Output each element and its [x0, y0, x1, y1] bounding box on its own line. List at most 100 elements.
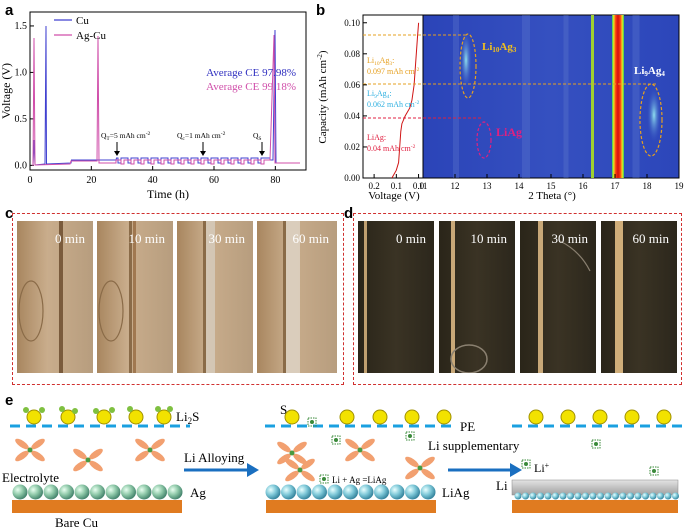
- qc-annotation: Qc=1 mAh cm-2: [177, 131, 226, 142]
- arrow-2-head: [510, 463, 522, 477]
- sphere: [522, 492, 529, 500]
- panel-a-chart: 0 20 40 60 80 0.0 0.5 1.0 1.5 Cu Ag-Cu Average …: [0, 11, 307, 201]
- panel-c-photo-1: 10 min: [97, 221, 173, 373]
- panel-b-xtick-left-label: 0.2: [368, 181, 379, 191]
- arrow-1-head: [247, 463, 259, 477]
- solvent-molecule: [135, 438, 165, 462]
- sphere: [389, 484, 405, 500]
- panel-b-voltage-axes: [362, 14, 424, 179]
- panel-label-d: d: [344, 205, 354, 222]
- sphere: [619, 492, 627, 500]
- bare-cu-label: Bare Cu: [55, 515, 98, 530]
- panel-c-photo-0: 0 min: [17, 221, 93, 373]
- panel-d-time-2: 30 min: [551, 231, 588, 246]
- stage-3: Li+ Li: [496, 409, 682, 513]
- panel-b-xtick-right-label: 14: [515, 181, 525, 191]
- reaction-label: Li + Ag =LiAg: [332, 475, 387, 485]
- series-agcu-line: [32, 34, 300, 167]
- panel-c-photo-2: 30 min: [177, 221, 253, 373]
- sphere: [514, 492, 522, 500]
- panel-c-frame: [12, 213, 344, 385]
- phase-li9ag4-name: Li9Ag4:: [367, 89, 392, 100]
- s-label: S: [280, 402, 287, 417]
- ag-label: Ag: [190, 485, 206, 500]
- peak-label-li10ag3: Li10Ag3: [482, 41, 517, 54]
- sphere: [343, 484, 358, 500]
- arrow-1-label: Li Alloying: [184, 450, 245, 465]
- sphere: [612, 492, 619, 500]
- liag-spheres: [265, 484, 436, 500]
- legend-cu-label: Cu: [76, 15, 89, 27]
- panel-c-time-3: 60 min: [292, 231, 329, 246]
- panel-b-ytick-label: 0.04: [344, 111, 360, 121]
- sphere: [405, 484, 420, 500]
- sphere: [604, 492, 612, 500]
- panel-b-chart: Li10Ag3 Li9Ag4 LiAg Li10Ag3: 0.097 mAh c…: [316, 14, 684, 202]
- sphere: [559, 492, 567, 500]
- li-ions-3: [521, 439, 659, 476]
- sphere: [327, 484, 343, 500]
- phase-li10ag3-capacity: 0.097 mAh cm-2: [367, 67, 420, 76]
- panel-d-frame: [353, 213, 682, 385]
- sphere: [552, 492, 559, 500]
- solvent-molecule: [73, 448, 103, 472]
- li-supplementary-label: Li supplementary: [428, 438, 520, 453]
- panel-b-xtick-left-label: 0.1: [391, 181, 402, 191]
- panel-c-photo-3: 60 min: [257, 221, 337, 373]
- panel-d-time-1: 10 min: [470, 231, 507, 246]
- series-cu-line: [32, 25, 300, 167]
- cu-substrate-3: [512, 500, 678, 513]
- voltage-curve: [391, 22, 420, 179]
- panel-label-c: c: [5, 205, 14, 222]
- sphere: [672, 492, 679, 500]
- panel-b-xlabel-right: 2 Theta (°): [528, 190, 576, 202]
- stage-2: S PE Li supplementary Li + Ag =LiAg LiAg: [265, 402, 520, 513]
- panel-e-schematic: Li2S Electrolyte Ag Bare Cu Li Alloying …: [2, 402, 682, 530]
- panel-a-xlabel: Time (h): [147, 187, 189, 201]
- panel-b-ytick-label: 0.02: [344, 142, 360, 152]
- solvent-molecule: [277, 441, 307, 465]
- qs-arrow-head: [259, 151, 265, 156]
- panel-label-e: e: [5, 392, 14, 409]
- panel-d-photo-0: 0 min: [358, 221, 434, 373]
- sphere: [642, 492, 649, 500]
- sphere: [136, 484, 152, 500]
- panel-b-ytick-label: 0.08: [344, 49, 360, 59]
- panel-b-ylabel: Capacity (mAh cm-2): [316, 50, 329, 144]
- sphere: [582, 492, 589, 500]
- sphere: [657, 492, 664, 500]
- panel-b-xlabel-left: Voltage (V): [368, 190, 420, 202]
- solvent-molecule: [15, 438, 45, 462]
- panel-a-ytick-label: 0.5: [15, 114, 28, 125]
- sphere: [312, 484, 327, 500]
- panel-a-ytick-label: 1.5: [15, 21, 28, 32]
- qs-annotation: QS: [253, 131, 261, 142]
- sphere: [281, 484, 296, 500]
- li-label: Li: [496, 478, 508, 493]
- solvent-molecule: [345, 438, 375, 462]
- small-spheres-3: [514, 492, 679, 500]
- panel-b-xtick-right-label: 13: [483, 181, 493, 191]
- panel-b-xtick-right-label: 12: [451, 181, 460, 191]
- sphere: [265, 484, 281, 500]
- qc-arrow-head: [200, 151, 206, 156]
- panel-a-xtick-label: 40: [148, 175, 158, 186]
- panel-c-time-1: 10 min: [128, 231, 165, 246]
- panel-b-xtick-right-label: 11: [419, 181, 428, 191]
- panel-label-a: a: [5, 2, 14, 19]
- sphere: [634, 492, 642, 500]
- panel-d-photo-1: 10 min: [439, 221, 515, 373]
- phase-liag-capacity: 0.04 mAh cm-2: [367, 144, 416, 153]
- panel-a-xtick-label: 20: [86, 175, 96, 186]
- electrolyte-label: Electrolyte: [2, 470, 59, 485]
- panel-b-ytick-label: 0.06: [344, 80, 360, 90]
- sphere: [12, 484, 28, 500]
- sphere: [74, 484, 90, 500]
- panel-b-xtick-right-label: 18: [643, 181, 653, 191]
- sphere: [627, 492, 634, 500]
- sphere: [105, 484, 121, 500]
- panel-b-xtick-right-label: 15: [547, 181, 557, 191]
- panel-b-ytick-label: 0.10: [344, 18, 360, 28]
- qt-annotation: QT=5 mAh cm-2: [101, 131, 151, 142]
- panel-label-b: b: [316, 2, 326, 19]
